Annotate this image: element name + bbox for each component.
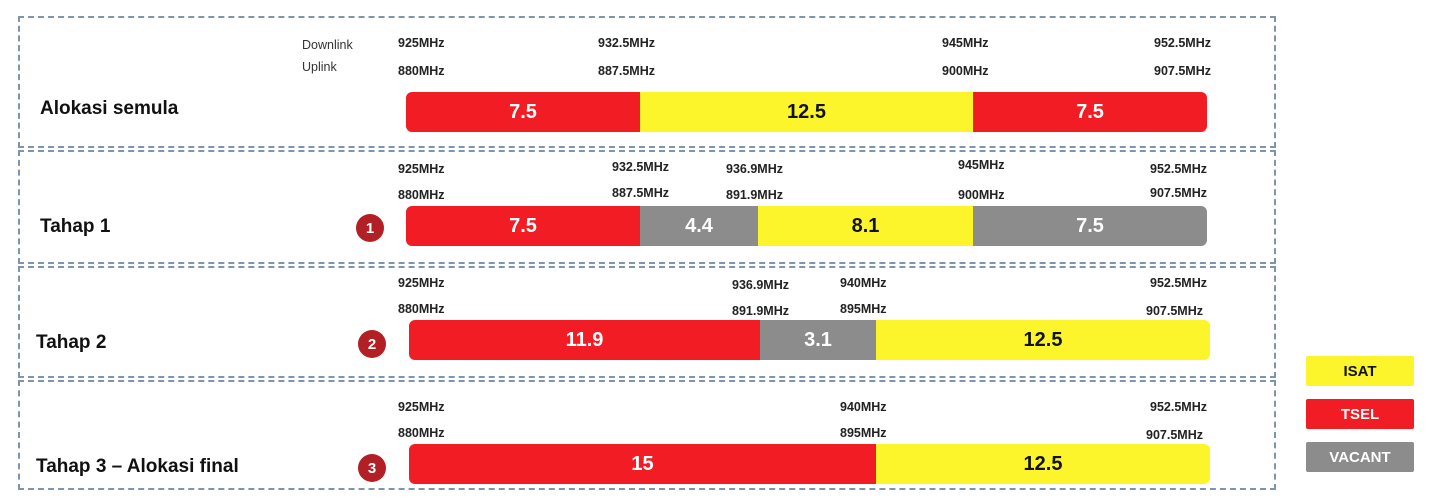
downlink-freq: 925MHz — [398, 162, 445, 176]
stage-panel-1: Tahap 1 1 925MHz 932.5MHz 936.9MHz 945MH… — [18, 150, 1276, 264]
segment-value: 4.4 — [685, 214, 713, 237]
downlink-freq: 940MHz — [840, 276, 887, 290]
uplink-freq: 880MHz — [398, 426, 445, 440]
downlink-freq: 945MHz — [958, 158, 1005, 172]
segment-value: 12.5 — [1023, 452, 1063, 475]
segment-value: 3.1 — [804, 328, 832, 351]
stage-label: Tahap 2 — [36, 332, 107, 353]
segment-isat: 12.5 — [640, 92, 973, 132]
step-badge: 1 — [356, 214, 384, 242]
segment-tsel: 7.5 — [406, 206, 640, 246]
uplink-freq: 895MHz — [840, 302, 887, 316]
segment-isat: 12.5 — [876, 444, 1210, 484]
uplink-label: Uplink — [302, 60, 337, 74]
segment-value: 12.5 — [787, 100, 826, 123]
downlink-freq: 936.9MHz — [726, 162, 783, 176]
segment-value: 7.5 — [1076, 100, 1104, 123]
segment-vacant: 3.1 — [760, 320, 876, 360]
segment-isat: 12.5 — [876, 320, 1210, 360]
uplink-freq: 895MHz — [840, 426, 887, 440]
step-badge: 3 — [358, 454, 386, 482]
downlink-freq: 932.5MHz — [598, 36, 655, 50]
uplink-freq: 907.5MHz — [1146, 428, 1203, 442]
uplink-freq: 887.5MHz — [598, 64, 655, 78]
step-badge: 2 — [358, 330, 386, 358]
segment-value: 12.5 — [1023, 328, 1063, 351]
uplink-freq: 907.5MHz — [1146, 304, 1203, 318]
segment-tsel: 15 — [409, 444, 876, 484]
stage-label: Tahap 3 – Alokasi final — [36, 456, 239, 477]
downlink-freq: 952.5MHz — [1150, 162, 1207, 176]
segment-isat: 8.1 — [758, 206, 973, 246]
segment-tsel: 7.5 — [973, 92, 1207, 132]
downlink-freq: 936.9MHz — [732, 278, 789, 292]
uplink-freq: 907.5MHz — [1154, 64, 1211, 78]
segment-value: 11.9 — [565, 328, 604, 351]
uplink-freq: 880MHz — [398, 302, 445, 316]
legend-vacant: VACANT — [1306, 442, 1414, 472]
downlink-freq: 925MHz — [398, 36, 445, 50]
downlink-freq: 940MHz — [840, 400, 887, 414]
uplink-freq: 900MHz — [942, 64, 989, 78]
uplink-freq: 891.9MHz — [726, 188, 783, 202]
uplink-freq: 900MHz — [958, 188, 1005, 202]
stage-label: Alokasi semula — [40, 98, 179, 119]
segment-value: 7.5 — [509, 214, 537, 237]
downlink-freq: 945MHz — [942, 36, 989, 50]
segment-vacant: 4.4 — [640, 206, 758, 246]
segment-tsel: 7.5 — [406, 92, 640, 132]
uplink-freq: 891.9MHz — [732, 304, 789, 318]
segment-value: 8.1 — [851, 214, 880, 237]
uplink-freq: 887.5MHz — [612, 186, 669, 200]
stage-label: Tahap 1 — [40, 216, 111, 237]
segment-tsel: 11.9 — [409, 320, 760, 360]
segment-value: 15 — [631, 452, 654, 475]
stage-panel-3: Tahap 3 – Alokasi final 3 925MHz 940MHz … — [18, 380, 1276, 490]
downlink-freq: 952.5MHz — [1154, 36, 1211, 50]
stage-panel-2: Tahap 2 2 925MHz 936.9MHz 940MHz 952.5MH… — [18, 266, 1276, 378]
downlink-freq: 925MHz — [398, 276, 445, 290]
downlink-freq: 952.5MHz — [1150, 400, 1207, 414]
uplink-freq: 880MHz — [398, 188, 445, 202]
legend-tsel: TSEL — [1306, 399, 1414, 429]
legend-isat: ISAT — [1306, 356, 1414, 386]
segment-value: 7.5 — [1076, 214, 1104, 237]
segment-value: 7.5 — [509, 100, 537, 123]
downlink-freq: 932.5MHz — [612, 160, 669, 174]
downlink-label: Downlink — [302, 38, 353, 52]
segment-vacant: 7.5 — [973, 206, 1207, 246]
stage-panel-original: Downlink Uplink Alokasi semula 925MHz 93… — [18, 16, 1276, 148]
downlink-freq: 925MHz — [398, 400, 445, 414]
downlink-freq: 952.5MHz — [1150, 276, 1207, 290]
uplink-freq: 880MHz — [398, 64, 445, 78]
uplink-freq: 907.5MHz — [1150, 186, 1207, 200]
